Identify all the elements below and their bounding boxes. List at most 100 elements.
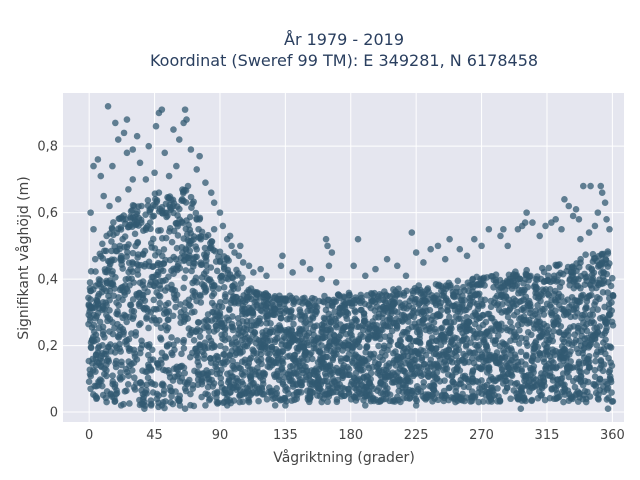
y-tick-label: 0,6 [37, 206, 58, 221]
scatter-point [567, 348, 574, 355]
x-axis-ticks: 0 45 90 135 180 225 270 315 360 [85, 428, 625, 443]
scatter-point [157, 334, 164, 342]
scatter-point [493, 349, 501, 356]
scatter-point [437, 325, 445, 332]
scatter-point [359, 366, 367, 374]
scatter-point [156, 293, 164, 300]
scatter-point [560, 398, 567, 406]
scatter-point [216, 209, 224, 216]
scatter-point [522, 352, 530, 360]
scatter-point [367, 375, 374, 383]
scatter-point [577, 255, 584, 263]
scatter-point [165, 308, 173, 315]
scatter-point [237, 279, 245, 287]
scatter-point [606, 260, 613, 267]
scatter-point [87, 296, 94, 303]
scatter-point [125, 186, 132, 193]
scatter-point [481, 296, 489, 304]
scatter-point [87, 343, 95, 351]
scatter-point [196, 215, 203, 223]
scatter-point [527, 302, 534, 310]
scatter-point [249, 311, 257, 319]
scatter-point [210, 290, 218, 297]
scatter-point [528, 396, 536, 404]
scatter-point [520, 306, 528, 314]
scatter-point [156, 299, 164, 307]
scatter-point [134, 271, 142, 278]
scatter-point [182, 267, 190, 274]
scatter-point [92, 268, 99, 275]
scatter-point [384, 385, 391, 392]
scatter-point [207, 189, 215, 196]
scatter-point [162, 354, 170, 361]
scatter-point [138, 202, 145, 210]
scatter-point [473, 300, 481, 308]
scatter-point [186, 213, 194, 221]
scatter-point [174, 232, 182, 239]
scatter-point [158, 402, 166, 409]
scatter-point [165, 273, 172, 281]
scatter-point [218, 303, 226, 311]
scatter-point [239, 259, 247, 266]
scatter-point [178, 350, 185, 358]
scatter-point [309, 355, 316, 363]
scatter-point [350, 262, 357, 270]
scatter-point [323, 353, 331, 361]
scatter-point [504, 242, 512, 250]
scatter-point [178, 196, 186, 203]
scatter-point [141, 389, 149, 397]
scatter-point [220, 350, 227, 358]
scatter-point [207, 264, 215, 271]
scatter-point [448, 358, 456, 366]
scatter-point [583, 327, 591, 335]
scatter-point [173, 162, 180, 170]
scatter-point [465, 318, 473, 326]
scatter-point [92, 368, 99, 375]
scatter-point [132, 328, 140, 336]
scatter-point [306, 265, 314, 273]
scatter-point [328, 249, 336, 256]
scatter-point [93, 395, 100, 403]
scatter-point [219, 222, 227, 230]
scatter-point [447, 281, 454, 289]
scatter-point [133, 356, 141, 363]
scatter-point [289, 269, 296, 276]
scatter-point [245, 398, 253, 406]
scatter-point [181, 369, 188, 377]
scatter-point [497, 232, 504, 240]
scatter-point [168, 392, 175, 400]
scatter-point [234, 285, 242, 292]
scatter-point [343, 315, 351, 323]
scatter-point [532, 338, 540, 345]
scatter-point [129, 249, 137, 257]
scatter-point [109, 162, 116, 170]
scatter-point [193, 166, 201, 173]
scatter-point [603, 396, 611, 403]
scatter-point [441, 255, 449, 263]
scatter-point [90, 162, 97, 170]
scatter-point [289, 313, 297, 321]
scatter-point [522, 361, 529, 368]
x-tick-label: 135 [273, 428, 298, 443]
scatter-point [127, 301, 135, 309]
x-tick-label: 90 [212, 428, 229, 443]
scatter-point [492, 271, 500, 279]
scatter-point [597, 182, 605, 190]
scatter-point [170, 227, 178, 235]
scatter-point [523, 266, 530, 274]
scatter-point [263, 272, 270, 280]
scatter-point [102, 247, 110, 255]
scatter-point [235, 270, 242, 277]
scatter-point [258, 360, 265, 368]
scatter-point [594, 306, 601, 313]
scatter-point [105, 358, 113, 365]
scatter-point [432, 328, 440, 336]
scatter-point [271, 402, 279, 409]
scatter-point [324, 242, 331, 250]
scatter-point [420, 259, 427, 266]
scatter-point [233, 375, 241, 382]
scatter-point [590, 319, 598, 327]
scatter-point [348, 331, 355, 339]
scatter-point [500, 225, 507, 233]
scatter-point [217, 342, 224, 350]
